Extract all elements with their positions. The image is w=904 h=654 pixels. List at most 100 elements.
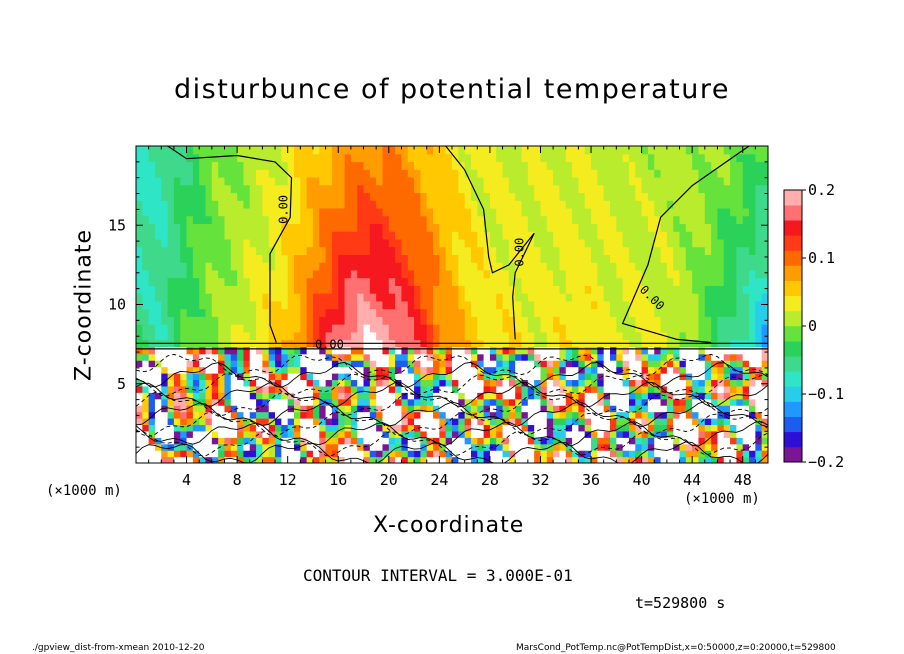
heat-cell (294, 398, 301, 406)
heat-cell (692, 277, 700, 286)
heat-cell (540, 231, 548, 240)
heat-cell (736, 353, 744, 361)
heat-cell (578, 254, 586, 263)
heat-cell (749, 269, 756, 279)
heat-cell (527, 405, 535, 413)
heat-cell (256, 398, 263, 406)
heat-cell (357, 331, 365, 341)
heat-cell (319, 347, 327, 355)
heat-cell (344, 153, 352, 163)
heat-cell (584, 450, 592, 458)
heat-cell (628, 246, 636, 255)
heat-cell (407, 450, 415, 458)
heat-cell (540, 437, 548, 445)
heat-cell (319, 398, 327, 406)
heat-cell (723, 161, 731, 170)
heat-cell (312, 300, 320, 310)
heat-cell (534, 293, 542, 302)
heat-cell (622, 293, 630, 302)
heat-cell (376, 269, 384, 279)
heat-cell (628, 405, 636, 413)
heat-cell (211, 184, 219, 194)
heat-cell (350, 405, 358, 413)
heat-cell (515, 238, 523, 248)
heat-cell (401, 192, 409, 201)
heat-cell (256, 392, 263, 400)
heat-cell (527, 385, 535, 393)
heat-cell (205, 262, 213, 271)
heat-cell (584, 277, 592, 286)
heat-cell (666, 379, 674, 387)
heat-cell (660, 430, 668, 438)
heat-cell (527, 153, 535, 163)
heat-cell (154, 262, 162, 271)
heat-cell (142, 184, 150, 194)
heat-cell (610, 392, 617, 400)
heat-cell (470, 293, 478, 302)
heat-cell (616, 347, 624, 355)
heat-cell (338, 285, 346, 294)
heat-cell (401, 316, 409, 325)
heat-cell (666, 308, 674, 317)
heat-cell (338, 207, 346, 217)
heat-cell (704, 269, 712, 279)
heat-cell (439, 450, 447, 458)
heat-cell (142, 385, 150, 393)
heat-cell (344, 347, 352, 355)
heat-cell (426, 169, 434, 178)
heat-cell (173, 293, 181, 302)
heat-cell (256, 385, 263, 393)
heat-cell (546, 360, 554, 368)
heat-cell (331, 161, 339, 170)
heat-cell (534, 443, 542, 451)
heat-cell (565, 418, 573, 426)
heat-cell (136, 324, 143, 333)
heat-cell (395, 231, 403, 240)
heat-cell (294, 238, 301, 248)
heat-cell (515, 373, 523, 381)
heat-cell (369, 277, 377, 286)
heat-cell (445, 373, 453, 381)
heat-cell (294, 146, 301, 155)
heat-cell (692, 331, 700, 341)
heat-cell (591, 146, 598, 155)
heat-cell (173, 262, 181, 271)
heat-cell (382, 443, 390, 451)
heat-cell (597, 184, 605, 194)
heat-cell (711, 385, 719, 393)
heat-cell (344, 308, 352, 317)
heat-cell (559, 300, 567, 310)
heat-cell (433, 450, 440, 458)
heat-cell (439, 153, 447, 163)
heat-cell (679, 308, 687, 317)
heat-cell (591, 153, 598, 163)
heat-cell (395, 437, 403, 445)
heat-cell (761, 353, 768, 361)
heat-cell (742, 379, 750, 387)
heat-cell (572, 176, 579, 186)
heat-cell (496, 360, 504, 368)
heat-cell (559, 316, 567, 325)
heat-cell (458, 411, 466, 419)
heat-cell (344, 324, 352, 333)
heat-cell (502, 385, 510, 393)
heat-cell (243, 161, 251, 170)
heat-cell (647, 176, 655, 186)
heat-cell (502, 430, 510, 438)
heat-cell (546, 385, 554, 393)
heat-cell (698, 308, 706, 317)
heat-cell (376, 360, 384, 368)
heat-cell (218, 238, 226, 248)
heat-cell (306, 215, 314, 225)
heat-cell (452, 437, 459, 445)
heat-cell (464, 231, 472, 240)
heat-cell (761, 184, 768, 194)
heat-cell (173, 161, 181, 170)
heat-cell (186, 285, 194, 294)
heat-cell (414, 456, 421, 463)
heat-cell (546, 379, 554, 387)
heat-cell (477, 392, 485, 400)
heat-cell (597, 215, 605, 225)
heat-cell (540, 366, 548, 374)
heat-cell (414, 153, 421, 163)
